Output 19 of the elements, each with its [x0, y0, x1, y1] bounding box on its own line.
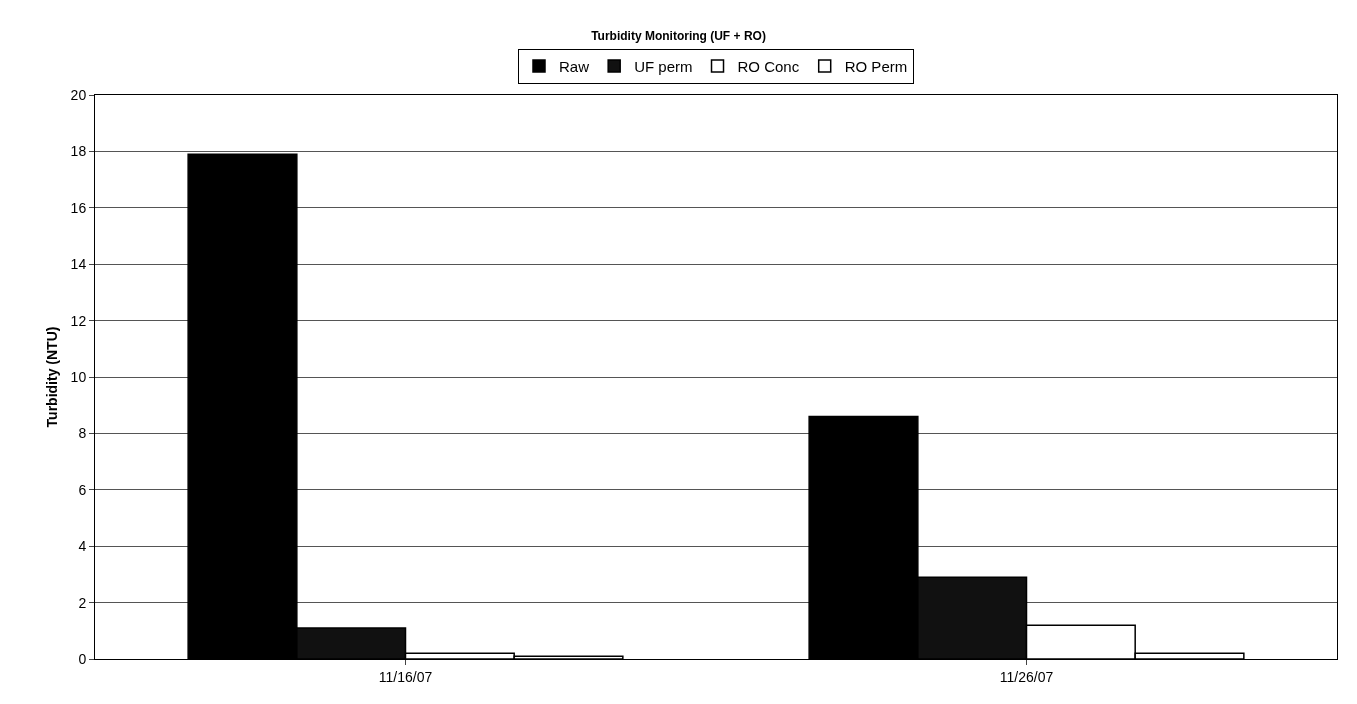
legend-label: RO Conc — [737, 57, 800, 75]
y-axis-title: Turbidity (NTU) — [44, 326, 60, 428]
y-tick-label: 4 — [78, 538, 87, 555]
legend-label: UF perm — [634, 57, 693, 75]
y-tick-label: 10 — [70, 368, 87, 385]
legend-label: Raw — [559, 57, 590, 75]
y-tick-label: 6 — [78, 481, 87, 498]
y-tick-label: 12 — [70, 312, 87, 329]
y-tick-label: 2 — [78, 594, 87, 611]
y-tick-label: 14 — [70, 256, 87, 273]
chart-title: Turbidity Monitoring (UF + RO) — [591, 29, 766, 44]
y-tick-label: 16 — [70, 199, 87, 216]
y-tick-label: 0 — [78, 650, 87, 667]
y-tick-label: 18 — [70, 143, 87, 160]
y-tick-label: 8 — [78, 425, 87, 442]
y-tick-label: 20 — [70, 86, 87, 103]
legend-label: RO Perm — [844, 57, 908, 75]
x-tick-label: 11/26/07 — [999, 668, 1054, 685]
x-tick-label: 11/16/07 — [378, 668, 433, 685]
